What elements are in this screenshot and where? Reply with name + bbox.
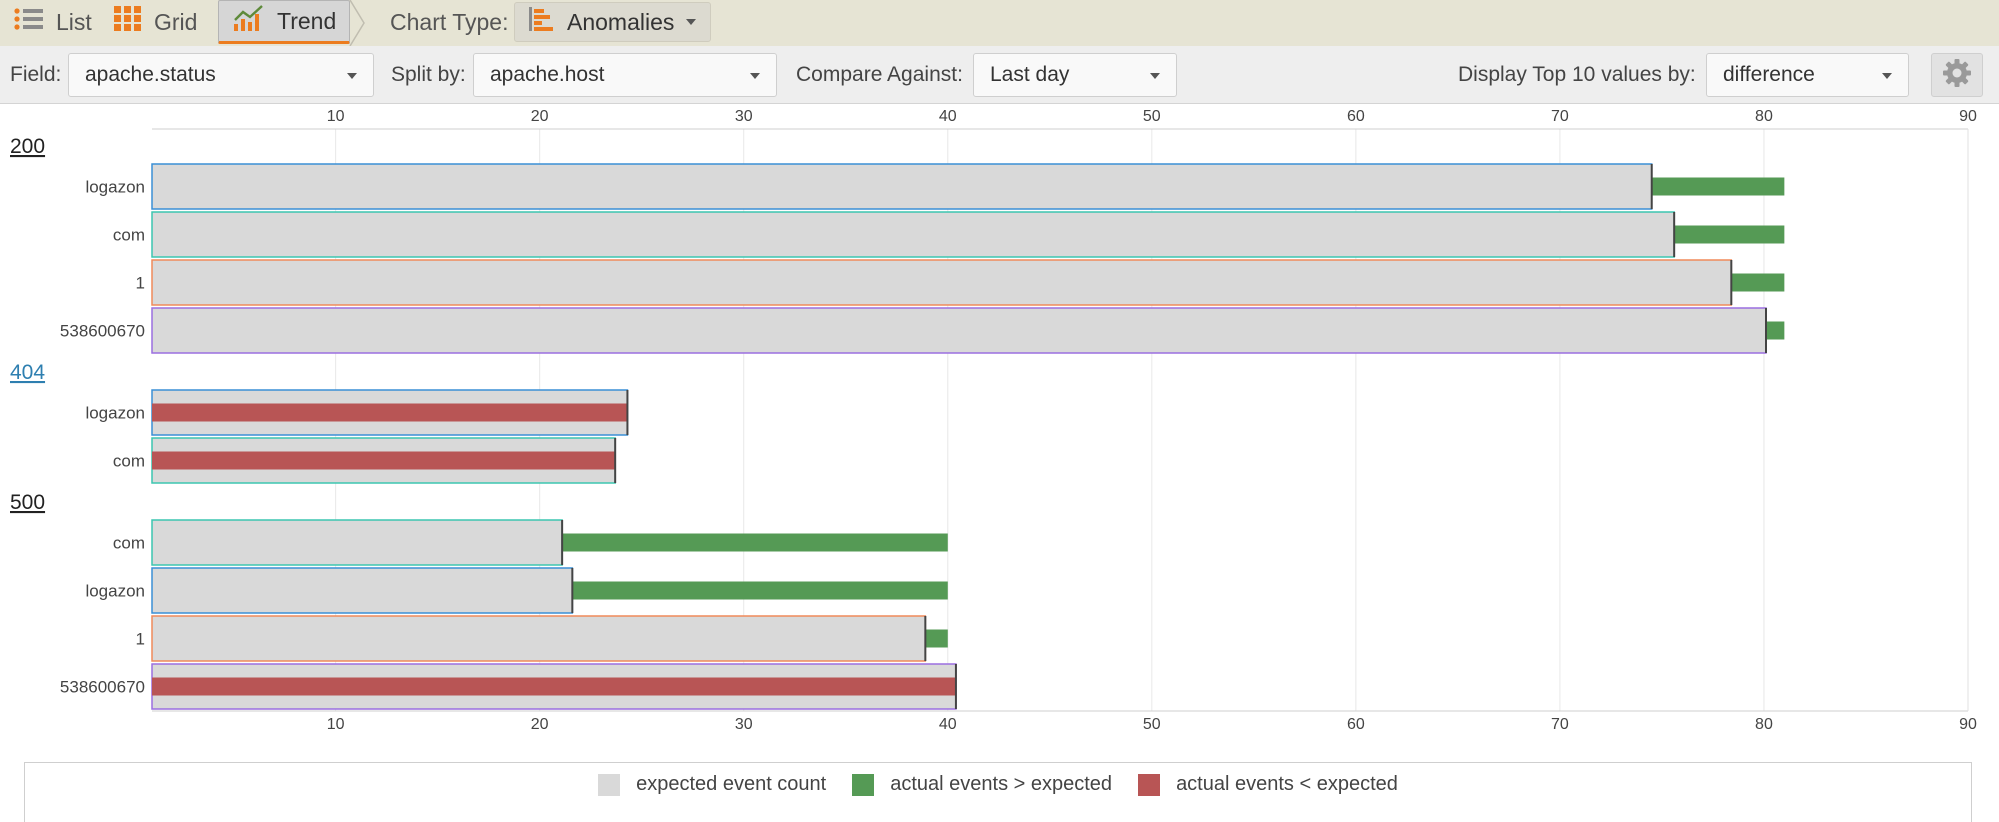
legend-item-above-expected: actual events > expected (852, 773, 1112, 796)
actual-above-expected-bar (1765, 321, 1785, 340)
gear-icon (1942, 58, 1972, 93)
actual-above-expected-bar (1731, 273, 1785, 292)
tab-trend-label: Trend (277, 7, 337, 34)
bar-label: 538600670 (60, 678, 145, 697)
tab-list[interactable]: List (0, 0, 106, 44)
chevron-down-icon (750, 73, 760, 79)
compare-against-select[interactable]: Last day (973, 53, 1177, 97)
expected-bar (151, 567, 574, 614)
actual-below-expected-bar (152, 403, 628, 422)
field-select[interactable]: apache.status (68, 53, 374, 97)
chart-type-value: Anomalies (567, 8, 675, 35)
actual-above-expected-bar (1651, 177, 1785, 196)
group-label-500: 500 (10, 491, 45, 514)
split-by-label: Split by: (391, 63, 466, 86)
legend-swatch-expected (598, 773, 621, 796)
anomalies-chart-icon (529, 7, 555, 37)
x-tick-label-bottom: 20 (531, 716, 549, 733)
x-tick-label-bottom: 30 (735, 716, 753, 733)
x-tick-label-top: 60 (1347, 108, 1365, 125)
field-select-value: apache.status (85, 63, 216, 86)
expected-bar (151, 307, 1767, 354)
legend-label-expected: expected event count (636, 773, 827, 795)
field-label: Field: (10, 63, 62, 86)
x-tick-label-top: 80 (1755, 108, 1773, 125)
x-tick-label-bottom: 60 (1347, 716, 1365, 733)
expected-bar (151, 211, 1675, 258)
actual-above-expected-bar (925, 629, 948, 648)
chevron-down-icon (1882, 73, 1892, 79)
expected-bar (151, 519, 563, 566)
actual-below-expected-bar (152, 451, 616, 470)
x-tick-label-bottom: 90 (1959, 716, 1977, 733)
bar-label: com (113, 534, 145, 553)
group-label-404[interactable]: 404 (10, 361, 45, 384)
actual-above-expected-bar (562, 533, 948, 552)
x-tick-label-top: 50 (1143, 108, 1161, 125)
legend-label-below-expected: actual events < expected (1176, 773, 1398, 795)
x-tick-label-top: 90 (1959, 108, 1977, 125)
chevron-down-icon (686, 19, 697, 25)
bar-label: logazon (85, 178, 145, 197)
bar-label: 1 (136, 274, 145, 293)
legend-swatch-below-expected (1138, 773, 1161, 796)
x-tick-label-top: 30 (735, 108, 753, 125)
expected-bar (151, 615, 927, 662)
split-by-select-value: apache.host (490, 63, 605, 86)
anomalies-chart-svg: 10 10 20 20 30 30 40 40 50 50 60 60 70 70 80 80 90 90 200 l… (10, 108, 1977, 733)
chevron-down-icon (347, 73, 357, 79)
breadcrumb-separator (349, 0, 365, 46)
tab-trend[interactable]: Trend (218, 0, 350, 44)
legend-item-below-expected: actual events < expected (1138, 773, 1398, 796)
x-tick-label-top: 40 (939, 108, 957, 125)
legend-swatch-above-expected (852, 773, 875, 796)
legend-item-expected: expected event count (598, 773, 826, 796)
actual-above-expected-bar (1674, 225, 1785, 244)
expected-bar (151, 163, 1653, 210)
bar-label: 1 (136, 630, 145, 649)
chart-type-dropdown[interactable]: Anomalies (514, 2, 712, 42)
bar-label: logazon (85, 582, 145, 601)
anomalies-chart: 10 10 20 20 30 30 40 40 50 50 60 60 70 70 80 80 90 90 200 l… (0, 105, 1999, 751)
chart-type-label: Chart Type: (390, 8, 509, 35)
compare-against-label: Compare Against: (796, 63, 963, 86)
actual-above-expected-bar (572, 581, 948, 600)
x-tick-label-bottom: 80 (1755, 716, 1773, 733)
x-tick-label-bottom: 40 (939, 716, 957, 733)
x-tick-label-bottom: 10 (327, 716, 345, 733)
trend-icon (233, 4, 265, 38)
chart-legend: expected event count actual events > exp… (24, 762, 1972, 822)
actual-below-expected-bar (152, 677, 956, 696)
chevron-down-icon (1150, 73, 1160, 79)
x-tick-label-bottom: 70 (1551, 716, 1569, 733)
x-tick-label-bottom: 50 (1143, 716, 1161, 733)
grid-icon (114, 6, 142, 38)
tab-list-label: List (56, 8, 92, 35)
x-tick-label-top: 20 (531, 108, 549, 125)
bar-label: logazon (85, 404, 145, 423)
split-by-select[interactable]: apache.host (473, 53, 777, 97)
group-label-200: 200 (10, 135, 45, 158)
x-tick-label-top: 10 (327, 108, 345, 125)
expected-bar (151, 259, 1733, 306)
legend-label-above-expected: actual events > expected (890, 773, 1113, 795)
tab-grid-label: Grid (154, 8, 198, 35)
list-icon (14, 7, 44, 37)
tab-grid[interactable]: Grid (100, 0, 211, 44)
bar-label: com (113, 226, 145, 245)
x-tick-label-top: 70 (1551, 108, 1569, 125)
settings-button[interactable] (1931, 53, 1983, 97)
display-top-select[interactable]: difference (1706, 53, 1909, 97)
bar-label: com (113, 452, 145, 471)
view-tabs-bar: List Grid Trend Chart Type: (0, 0, 1999, 46)
controls-bar: Field: apache.status Split by: apache.ho… (0, 46, 1999, 104)
display-top-select-value: difference (1723, 63, 1815, 86)
bar-label: 538600670 (60, 322, 145, 341)
display-top-label: Display Top 10 values by: (1458, 63, 1696, 86)
compare-against-select-value: Last day (990, 63, 1070, 86)
